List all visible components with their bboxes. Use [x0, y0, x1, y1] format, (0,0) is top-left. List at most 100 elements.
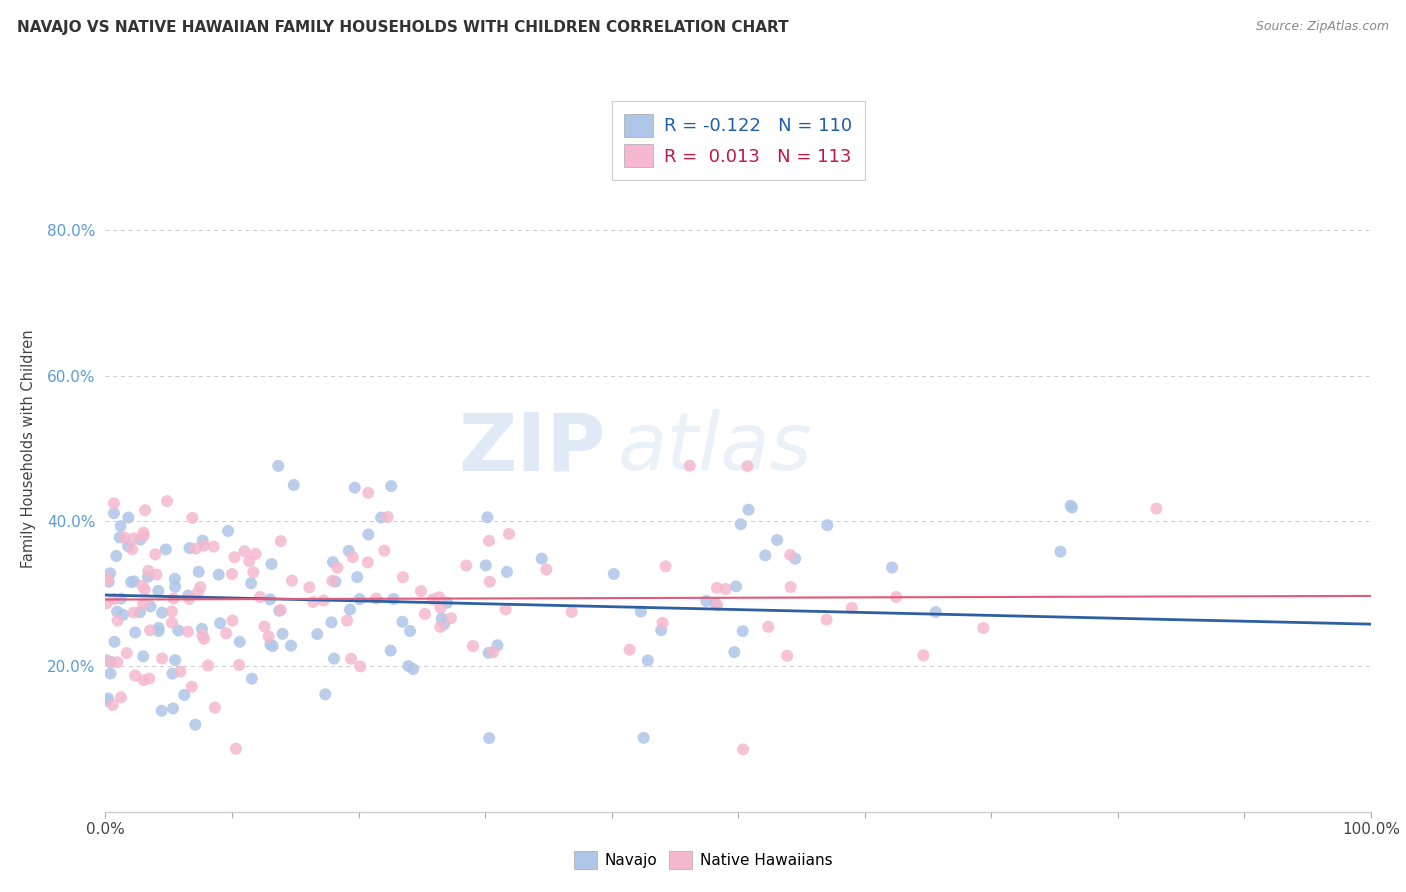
- Point: [177, 589, 200, 603]
- Point: [225, 741, 247, 756]
- Point: [155, 542, 177, 557]
- Point: [110, 519, 132, 533]
- Point: [430, 611, 453, 625]
- Point: [461, 639, 484, 653]
- Point: [148, 621, 170, 635]
- Point: [336, 614, 359, 628]
- Point: [377, 510, 399, 524]
- Point: [139, 624, 162, 638]
- Point: [224, 550, 246, 565]
- Point: [429, 600, 451, 615]
- Point: [221, 567, 243, 582]
- Point: [233, 544, 256, 558]
- Point: [112, 607, 135, 622]
- Point: [706, 598, 728, 612]
- Point: [139, 599, 162, 614]
- Point: [392, 570, 415, 584]
- Point: [366, 591, 388, 606]
- Point: [96, 653, 118, 667]
- Point: [191, 622, 214, 636]
- Point: [240, 576, 263, 591]
- Point: [148, 624, 170, 638]
- Point: [478, 574, 501, 589]
- Point: [107, 614, 129, 628]
- Point: [188, 580, 211, 594]
- Text: atlas: atlas: [619, 409, 813, 487]
- Point: [737, 502, 759, 516]
- Point: [427, 591, 450, 605]
- Point: [132, 529, 155, 543]
- Point: [114, 531, 136, 545]
- Point: [815, 613, 838, 627]
- Point: [260, 557, 283, 571]
- Point: [105, 549, 128, 563]
- Point: [498, 527, 520, 541]
- Point: [193, 539, 215, 553]
- Point: [165, 653, 187, 667]
- Point: [283, 478, 305, 492]
- Point: [340, 652, 363, 666]
- Point: [134, 582, 156, 597]
- Point: [180, 680, 202, 694]
- Point: [704, 596, 727, 610]
- Legend: R = -0.122   N = 110, R =  0.013   N = 113: R = -0.122 N = 110, R = 0.013 N = 113: [612, 101, 865, 180]
- Point: [339, 602, 361, 616]
- Point: [97, 691, 120, 706]
- Point: [103, 506, 125, 520]
- Point: [128, 605, 150, 619]
- Point: [695, 594, 717, 608]
- Point: [271, 627, 294, 641]
- Point: [173, 688, 195, 702]
- Legend: Navajo, Native Hawaiians: Navajo, Native Hawaiians: [568, 845, 838, 875]
- Point: [486, 638, 509, 652]
- Point: [706, 581, 728, 595]
- Point: [117, 510, 139, 524]
- Point: [281, 574, 304, 588]
- Point: [259, 592, 281, 607]
- Point: [107, 655, 129, 669]
- Point: [122, 574, 145, 589]
- Point: [343, 481, 366, 495]
- Point: [724, 579, 747, 593]
- Point: [322, 555, 344, 569]
- Point: [108, 530, 131, 544]
- Point: [240, 672, 263, 686]
- Point: [478, 533, 501, 548]
- Point: [208, 567, 231, 582]
- Point: [391, 615, 413, 629]
- Point: [184, 541, 207, 556]
- Point: [280, 639, 302, 653]
- Point: [785, 551, 807, 566]
- Point: [187, 565, 209, 579]
- Point: [370, 510, 392, 524]
- Point: [440, 611, 463, 625]
- Point: [880, 560, 903, 574]
- Point: [191, 628, 214, 642]
- Point: [197, 658, 219, 673]
- Point: [98, 566, 121, 581]
- Point: [723, 645, 745, 659]
- Point: [357, 527, 380, 541]
- Point: [177, 624, 200, 639]
- Point: [925, 605, 948, 619]
- Point: [603, 566, 626, 581]
- Point: [163, 572, 186, 586]
- Point: [357, 555, 380, 569]
- Point: [259, 638, 281, 652]
- Point: [121, 542, 143, 557]
- Point: [321, 574, 343, 588]
- Point: [357, 485, 380, 500]
- Point: [530, 551, 553, 566]
- Point: [346, 570, 368, 584]
- Point: [679, 458, 702, 473]
- Point: [779, 580, 801, 594]
- Point: [380, 643, 402, 657]
- Point: [779, 548, 801, 562]
- Point: [456, 558, 478, 573]
- Point: [169, 665, 191, 679]
- Point: [238, 554, 260, 568]
- Point: [132, 673, 155, 688]
- Point: [110, 591, 132, 606]
- Point: [110, 690, 132, 705]
- Point: [221, 614, 243, 628]
